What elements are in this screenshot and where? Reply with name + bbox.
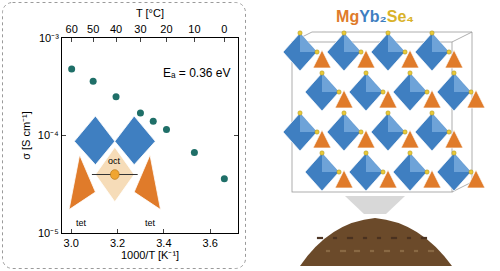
svg-text:0: 0: [221, 23, 227, 35]
svg-text:3.2: 3.2: [110, 237, 125, 249]
svg-text:3.4: 3.4: [156, 237, 171, 249]
svg-text:1000/T [K⁻¹]: 1000/T [K⁻¹]: [121, 249, 179, 261]
svg-text:50: 50: [87, 23, 99, 35]
svg-text:20: 20: [160, 23, 172, 35]
svg-text:10: 10: [188, 23, 200, 35]
svg-text:60: 60: [66, 23, 78, 35]
svg-text:oct: oct: [108, 156, 121, 166]
svg-text:MgYb₂Se₄: MgYb₂Se₄: [336, 8, 414, 25]
svg-text:tet: tet: [76, 218, 87, 228]
svg-text:3.0: 3.0: [64, 237, 79, 249]
svg-text:σ [S cm⁻¹]: σ [S cm⁻¹]: [20, 111, 32, 160]
svg-text:10⁻⁴: 10⁻⁴: [38, 129, 59, 141]
svg-text:3.6: 3.6: [203, 237, 218, 249]
svg-text:tet: tet: [145, 218, 156, 228]
svg-text:Eₐ = 0.36 eV: Eₐ = 0.36 eV: [163, 66, 231, 80]
svg-text:T [°C]: T [°C]: [136, 7, 164, 19]
svg-text:40: 40: [110, 23, 122, 35]
svg-text:10⁻⁵: 10⁻⁵: [38, 227, 59, 239]
svg-text:30: 30: [134, 23, 146, 35]
svg-text:10⁻³: 10⁻³: [39, 32, 59, 44]
